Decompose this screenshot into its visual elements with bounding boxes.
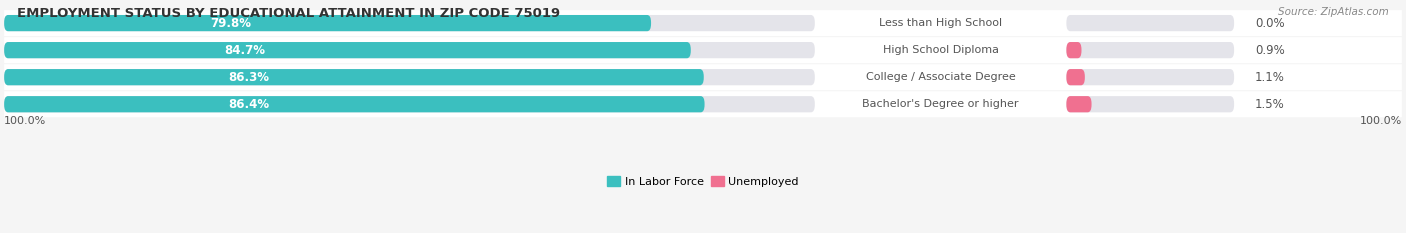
FancyBboxPatch shape xyxy=(1066,96,1091,112)
Text: 0.9%: 0.9% xyxy=(1256,44,1285,57)
Text: 86.3%: 86.3% xyxy=(229,71,270,84)
FancyBboxPatch shape xyxy=(1066,69,1234,85)
FancyBboxPatch shape xyxy=(4,15,815,31)
FancyBboxPatch shape xyxy=(4,69,704,85)
FancyBboxPatch shape xyxy=(4,42,815,58)
Text: EMPLOYMENT STATUS BY EDUCATIONAL ATTAINMENT IN ZIP CODE 75019: EMPLOYMENT STATUS BY EDUCATIONAL ATTAINM… xyxy=(17,7,560,20)
Text: College / Associate Degree: College / Associate Degree xyxy=(866,72,1015,82)
FancyBboxPatch shape xyxy=(1066,69,1085,85)
FancyBboxPatch shape xyxy=(4,64,1402,90)
FancyBboxPatch shape xyxy=(4,37,1402,63)
Text: 84.7%: 84.7% xyxy=(224,44,264,57)
Text: 0.0%: 0.0% xyxy=(1256,17,1285,30)
FancyBboxPatch shape xyxy=(1066,42,1234,58)
FancyBboxPatch shape xyxy=(1066,15,1234,31)
Legend: In Labor Force, Unemployed: In Labor Force, Unemployed xyxy=(603,172,803,191)
FancyBboxPatch shape xyxy=(1066,42,1081,58)
Text: 86.4%: 86.4% xyxy=(229,98,270,111)
FancyBboxPatch shape xyxy=(4,96,704,112)
FancyBboxPatch shape xyxy=(4,42,690,58)
FancyBboxPatch shape xyxy=(1066,96,1234,112)
FancyBboxPatch shape xyxy=(4,10,1402,36)
Text: Bachelor's Degree or higher: Bachelor's Degree or higher xyxy=(862,99,1019,109)
FancyBboxPatch shape xyxy=(4,91,1402,117)
FancyBboxPatch shape xyxy=(4,69,815,85)
Text: High School Diploma: High School Diploma xyxy=(883,45,998,55)
FancyBboxPatch shape xyxy=(4,96,815,112)
Text: 1.1%: 1.1% xyxy=(1256,71,1285,84)
Text: 79.8%: 79.8% xyxy=(209,17,252,30)
Text: 100.0%: 100.0% xyxy=(4,116,46,126)
Text: 1.5%: 1.5% xyxy=(1256,98,1285,111)
FancyBboxPatch shape xyxy=(4,15,651,31)
Text: Less than High School: Less than High School xyxy=(879,18,1002,28)
Text: Source: ZipAtlas.com: Source: ZipAtlas.com xyxy=(1278,7,1389,17)
Text: 100.0%: 100.0% xyxy=(1360,116,1402,126)
